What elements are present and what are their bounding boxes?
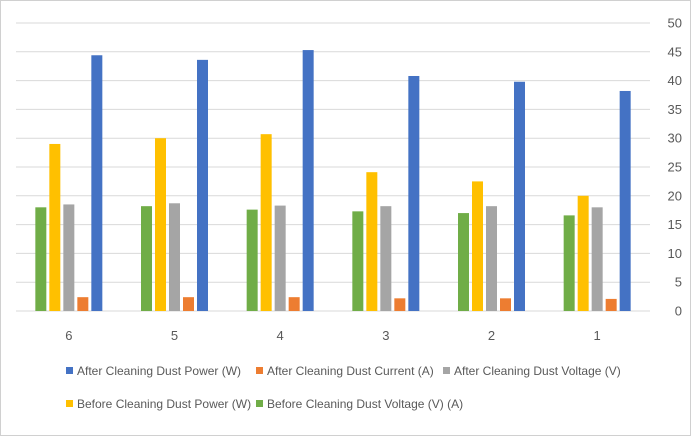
bar-before-cleaning-dust-power-w-cat-4 — [260, 134, 272, 311]
y-axis-tick-labels: 0 5 10 15 20 25 30 35 40 45 50 — [668, 16, 682, 319]
bar-after-cleaning-dust-voltage-v-cat-6 — [63, 204, 75, 311]
legend-item: Before Cleaning Dust Voltage (V) (A) — [256, 397, 463, 411]
legend-swatch — [443, 367, 450, 374]
legend-swatch — [256, 367, 263, 374]
bar-after-cleaning-dust-current-a-cat-2 — [500, 298, 511, 311]
y-tick-label: 0 — [675, 304, 682, 319]
bar-after-cleaning-dust-voltage-v-cat-3 — [380, 206, 392, 311]
y-tick-label: 5 — [675, 275, 682, 290]
y-tick-label: 20 — [668, 188, 682, 203]
bar-after-cleaning-dust-current-a-cat-1 — [605, 298, 617, 311]
bar-after-cleaning-dust-voltage-v-cat-1 — [591, 207, 603, 311]
x-tick-label: 6 — [65, 328, 72, 343]
y-tick-label: 45 — [668, 44, 682, 59]
bar-series — [35, 50, 631, 312]
y-tick-label: 35 — [668, 102, 682, 117]
bar-before-cleaning-dust-power-w-cat-2 — [472, 181, 483, 311]
bar-after-cleaning-dust-current-a-cat-5 — [183, 297, 194, 311]
bar-after-cleaning-dust-power-w-cat-1 — [619, 90, 631, 311]
bar-after-cleaning-dust-voltage-v-cat-2 — [486, 206, 497, 311]
x-tick-label: 2 — [488, 328, 495, 343]
bar-before-cleaning-dust-voltage-v-a-cat-2 — [458, 213, 469, 311]
legend-item: After Cleaning Dust Current (A) — [256, 364, 434, 378]
legend-item: Before Cleaning Dust Power (W) — [66, 397, 251, 411]
gridlines — [16, 22, 650, 312]
bar-before-cleaning-dust-voltage-v-a-cat-6 — [35, 207, 47, 311]
x-tick-label: 1 — [594, 328, 601, 343]
legend: After Cleaning Dust Power (W) After Clean… — [66, 364, 621, 411]
bar-after-cleaning-dust-power-w-cat-5 — [197, 59, 208, 311]
x-tick-label: 4 — [277, 328, 284, 343]
bar-before-cleaning-dust-power-w-cat-5 — [155, 138, 166, 311]
y-tick-label: 50 — [668, 16, 682, 31]
bar-before-cleaning-dust-voltage-v-a-cat-1 — [563, 215, 575, 311]
bar-after-cleaning-dust-voltage-v-cat-4 — [274, 205, 286, 311]
bar-before-cleaning-dust-voltage-v-a-cat-3 — [352, 211, 364, 311]
bar-after-cleaning-dust-power-w-cat-3 — [408, 75, 420, 311]
legend-item: After Cleaning Dust Voltage (V) — [443, 364, 621, 378]
legend-item: After Cleaning Dust Power (W) — [66, 364, 241, 378]
bar-after-cleaning-dust-power-w-cat-2 — [514, 81, 525, 311]
y-tick-label: 15 — [668, 217, 682, 232]
bar-before-cleaning-dust-power-w-cat-6 — [49, 143, 61, 311]
x-axis-tick-labels: 6 5 4 3 2 1 — [65, 328, 601, 343]
bar-after-cleaning-dust-current-a-cat-4 — [288, 297, 300, 311]
bar-after-cleaning-dust-current-a-cat-3 — [394, 298, 406, 311]
legend-swatch — [66, 400, 73, 407]
y-tick-label: 40 — [668, 73, 682, 88]
bar-after-cleaning-dust-voltage-v-cat-5 — [169, 203, 180, 311]
legend-label: Before Cleaning Dust Voltage (V) (A) — [267, 397, 463, 411]
y-tick-label: 10 — [668, 246, 682, 261]
legend-label: After Cleaning Dust Voltage (V) — [454, 364, 621, 378]
legend-swatch — [256, 400, 263, 407]
bar-after-cleaning-dust-power-w-cat-6 — [91, 55, 103, 312]
x-tick-label: 5 — [171, 328, 178, 343]
legend-swatch — [66, 367, 73, 374]
legend-label: Before Cleaning Dust Power (W) — [77, 397, 251, 411]
bar-before-cleaning-dust-voltage-v-a-cat-5 — [141, 206, 152, 311]
bar-after-cleaning-dust-current-a-cat-6 — [77, 297, 89, 311]
bar-before-cleaning-dust-voltage-v-a-cat-4 — [246, 209, 258, 311]
y-tick-label: 30 — [668, 131, 682, 146]
y-tick-label: 25 — [668, 160, 682, 175]
x-tick-label: 3 — [382, 328, 389, 343]
legend-label: After Cleaning Dust Current (A) — [267, 364, 434, 378]
legend-label: After Cleaning Dust Power (W) — [77, 364, 241, 378]
bar-after-cleaning-dust-power-w-cat-4 — [302, 50, 314, 312]
bar-before-cleaning-dust-power-w-cat-1 — [577, 195, 589, 311]
bar-before-cleaning-dust-power-w-cat-3 — [366, 172, 378, 311]
